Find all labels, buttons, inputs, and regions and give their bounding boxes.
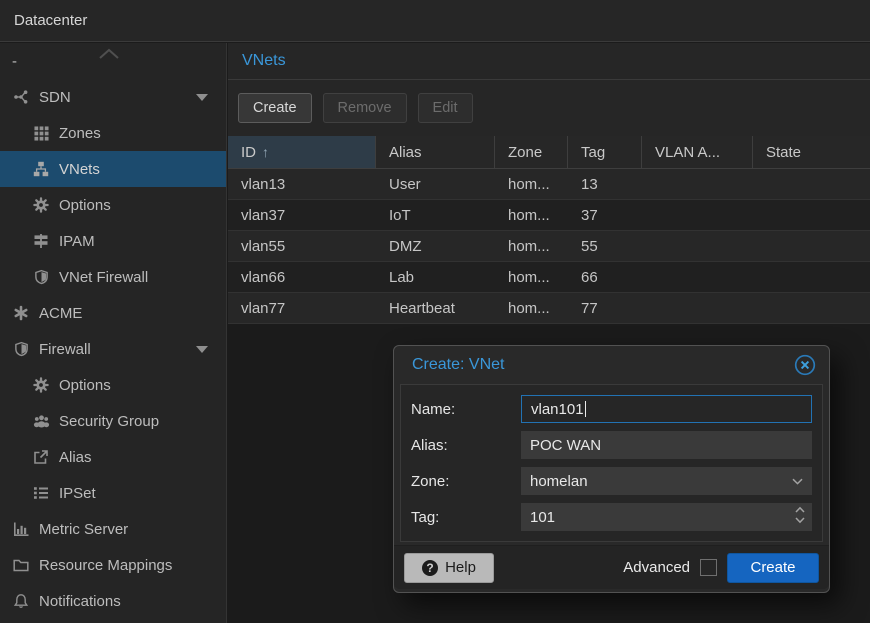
zones-grid-icon: [32, 125, 50, 141]
alias-input[interactable]: POC WAN: [521, 431, 812, 459]
edit-button[interactable]: Edit: [417, 93, 473, 123]
table-row[interactable]: vlan66 Lab hom... 66: [228, 262, 870, 293]
chevron-down-icon[interactable]: [792, 478, 803, 485]
question-circle-icon: ?: [422, 559, 439, 576]
sidebar-item-alias[interactable]: Alias: [0, 439, 226, 475]
shield-icon: [12, 341, 30, 357]
sidebar-item-metric-server[interactable]: Metric Server: [0, 511, 226, 547]
column-header-alias[interactable]: Alias: [376, 136, 495, 168]
alias-field-label: Alias:: [411, 436, 448, 454]
column-header-vlan-aware[interactable]: VLAN A...: [642, 136, 753, 168]
sidebar-item-ipam[interactable]: IPAM: [0, 223, 226, 259]
dialog-titlebar[interactable]: Create: VNet: [394, 346, 829, 384]
shield-icon: [32, 269, 50, 285]
sort-asc-arrow: ↑: [262, 144, 269, 160]
tag-number-input[interactable]: 101: [521, 503, 812, 531]
advanced-label: Advanced: [623, 559, 690, 576]
dialog-create-button[interactable]: Create: [727, 552, 819, 583]
name-input[interactable]: vlan101: [521, 395, 812, 423]
sidebar-item-resource-mappings[interactable]: Resource Mappings: [0, 547, 226, 583]
tag-field-label: Tag:: [411, 508, 440, 526]
sidebar-item-acme[interactable]: ACME: [0, 295, 226, 331]
tree-item-truncated[interactable]: -: [0, 43, 226, 79]
dialog-footer: ? Help Advanced Create: [394, 545, 829, 589]
table-header: ID ↑ Alias Zone Tag VLAN A... State: [228, 136, 870, 169]
create-button[interactable]: Create: [238, 93, 312, 123]
resource-tree: - SDN Zones: [0, 43, 227, 623]
text-cursor: [584, 401, 586, 417]
column-header-tag[interactable]: Tag: [568, 136, 642, 168]
chevron-up-icon[interactable]: [96, 47, 122, 61]
zone-field-label: Zone:: [411, 472, 450, 490]
toolbar: Create Remove Edit: [228, 80, 870, 136]
sidebar-item-vnets[interactable]: VNets: [0, 151, 226, 187]
table-row[interactable]: vlan37 IoT hom... 37: [228, 200, 870, 231]
sidebar-item-security-group[interactable]: Security Group: [0, 403, 226, 439]
create-vnet-dialog: Create: VNet Name: vlan101 Alias: POC WA…: [393, 345, 830, 593]
caret-down-icon[interactable]: [196, 94, 208, 101]
page-title: VNets: [242, 52, 286, 69]
dialog-form: Name: vlan101 Alias: POC WAN Zone: homel…: [400, 384, 823, 542]
sitemap-icon: [32, 161, 50, 177]
gear-icon: [32, 197, 50, 213]
sidebar-item-zones[interactable]: Zones: [0, 115, 226, 151]
table-row[interactable]: vlan55 DMZ hom... 55: [228, 231, 870, 262]
sidebar-item-sdn-options[interactable]: Options: [0, 187, 226, 223]
bar-chart-icon: [12, 521, 30, 537]
column-header-id[interactable]: ID ↑: [228, 136, 376, 168]
name-field-label: Name:: [411, 400, 456, 418]
app-title: Datacenter: [14, 12, 88, 29]
bell-icon: [12, 593, 30, 609]
sidebar-item-ipset[interactable]: IPSet: [0, 475, 226, 511]
spinner-icons[interactable]: [795, 506, 805, 524]
sidebar-item-firewall[interactable]: Firewall: [0, 331, 226, 367]
column-header-state[interactable]: State: [766, 143, 802, 161]
sdn-icon: [12, 89, 30, 105]
column-header-zone[interactable]: Zone: [495, 136, 568, 168]
help-button[interactable]: ? Help: [404, 552, 494, 583]
sidebar-item-notifications[interactable]: Notifications: [0, 583, 226, 619]
close-icon[interactable]: [793, 353, 817, 377]
caret-down-icon[interactable]: [196, 346, 208, 353]
zone-select[interactable]: homelan: [521, 467, 812, 495]
sidebar-item-sdn[interactable]: SDN: [0, 79, 226, 115]
certificate-icon: [12, 305, 30, 321]
folder-icon: [12, 557, 30, 573]
list-ol-icon: [32, 485, 50, 501]
dialog-title: Create: VNet: [412, 356, 505, 373]
gear-icon: [32, 377, 50, 393]
map-signs-icon: [32, 233, 50, 249]
panel-header: VNets: [228, 43, 870, 80]
sidebar-item-firewall-options[interactable]: Options: [0, 367, 226, 403]
external-link-icon: [32, 449, 50, 465]
table-row[interactable]: vlan13 User hom... 13: [228, 169, 870, 200]
advanced-checkbox[interactable]: [700, 559, 717, 576]
sidebar-item-vnet-firewall[interactable]: VNet Firewall: [0, 259, 226, 295]
table-row[interactable]: vlan77 Heartbeat hom... 77: [228, 293, 870, 324]
top-bar: Datacenter: [0, 0, 870, 42]
users-icon: [32, 413, 50, 429]
remove-button[interactable]: Remove: [322, 93, 407, 123]
